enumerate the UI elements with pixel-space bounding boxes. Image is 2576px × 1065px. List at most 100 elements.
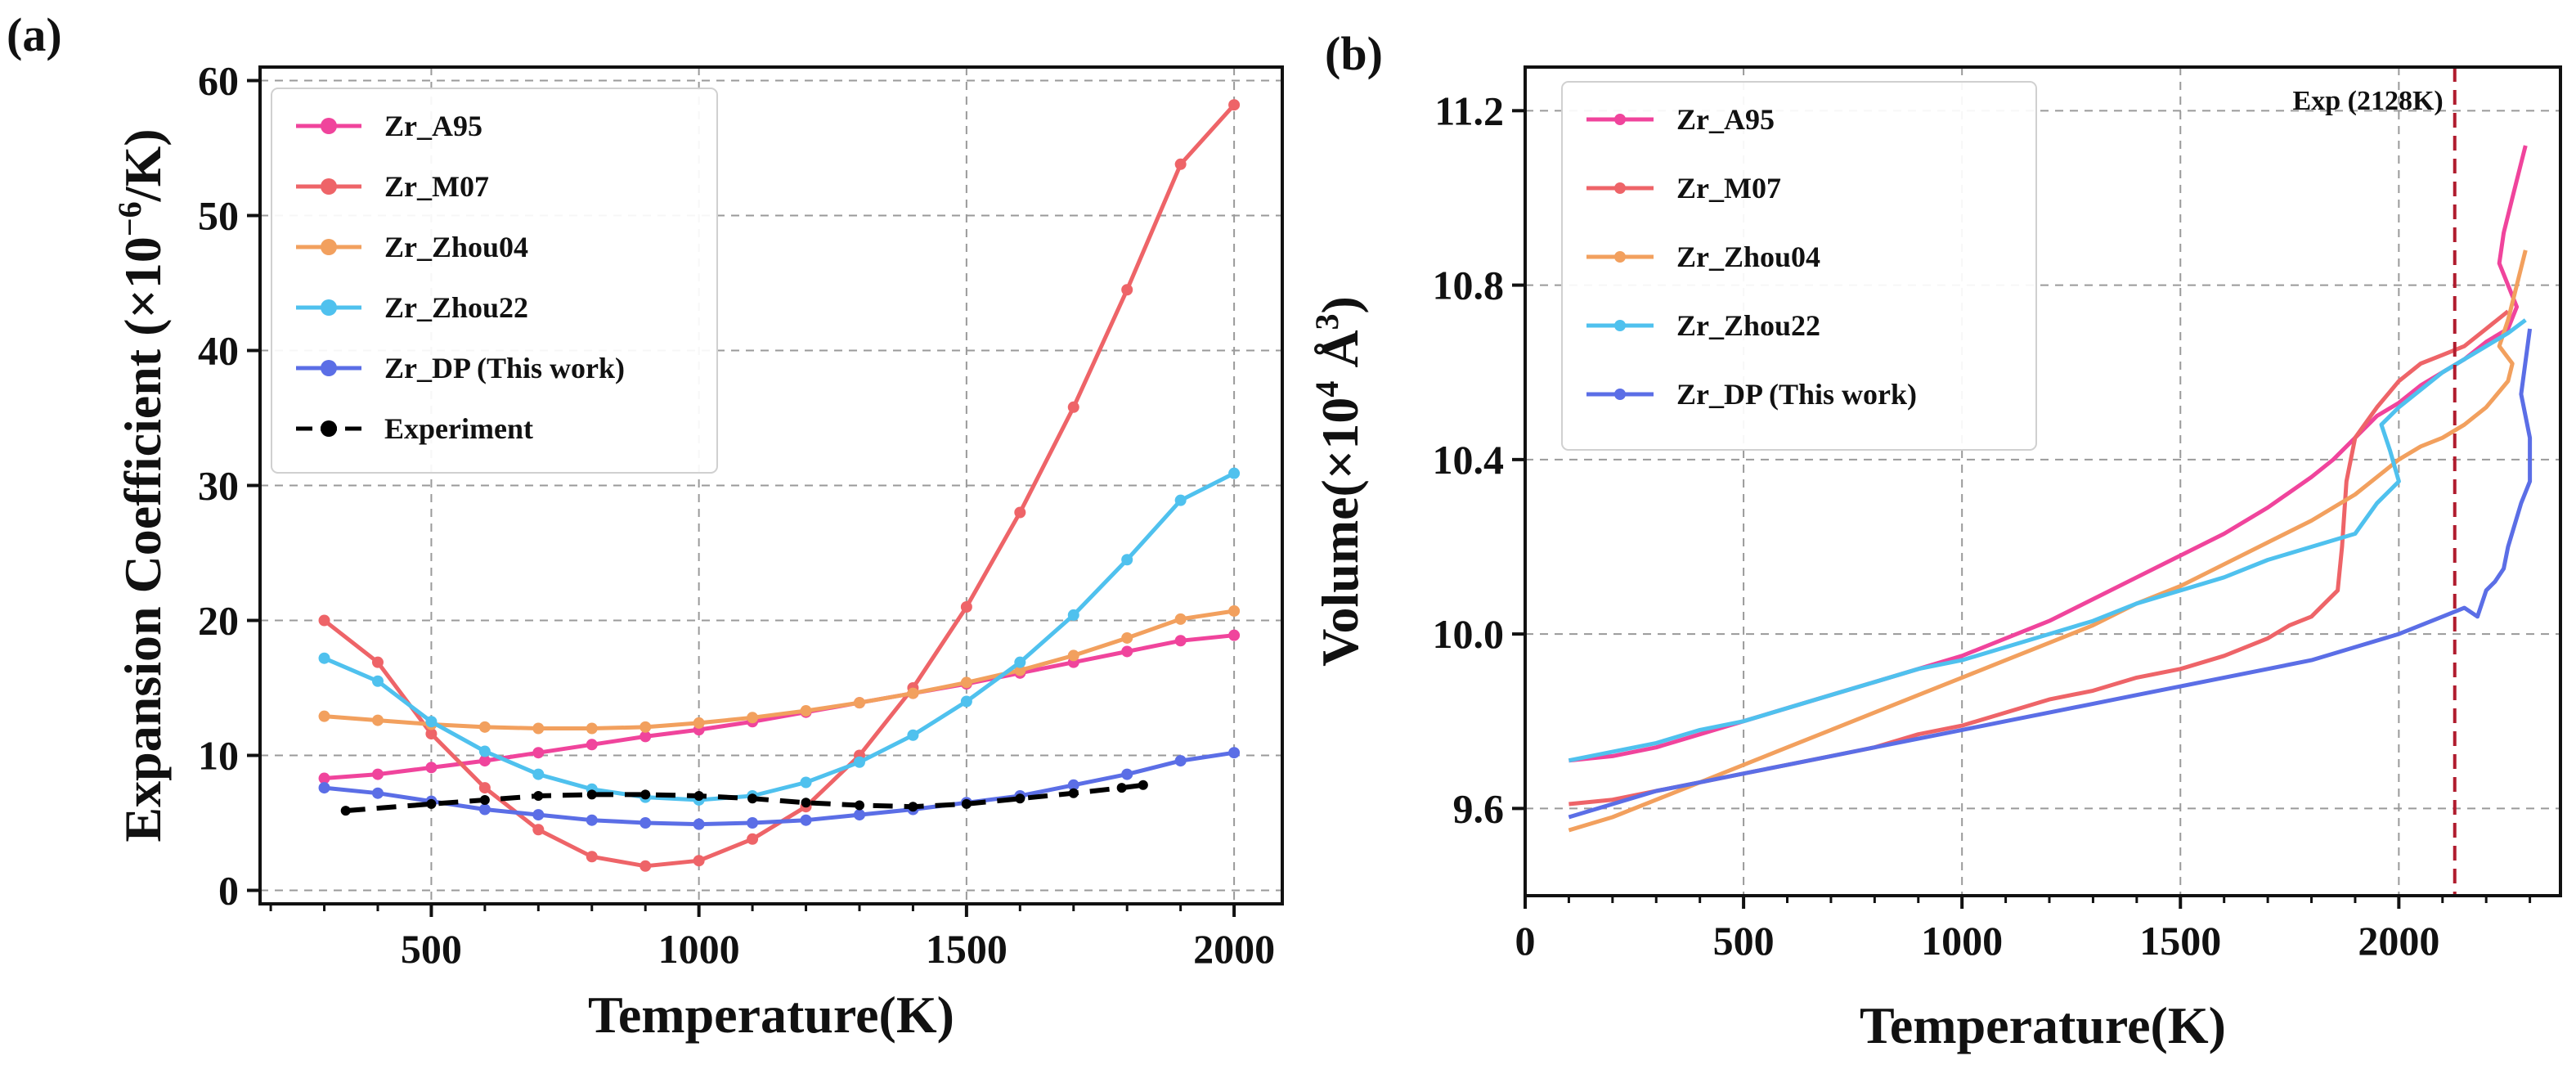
data-point-zr-zhou22	[800, 776, 812, 789]
y-tick-label: 40	[198, 328, 239, 374]
y-tick-label: 11.2	[1434, 88, 1504, 133]
data-point-experiment	[426, 798, 437, 809]
data-point-zr-m07	[640, 860, 652, 872]
x-tick-label: 2000	[1193, 926, 1275, 972]
data-point-experiment	[1068, 788, 1079, 798]
x-tick-label: 2000	[2358, 918, 2439, 964]
data-point-zr-zhou04	[318, 710, 330, 722]
x-axis-title: Temperature(K)	[1860, 996, 2226, 1054]
legend-swatch-marker	[321, 360, 337, 376]
legend-box	[1561, 81, 2037, 451]
data-point-zr-zhou22	[478, 745, 491, 757]
data-point-zr-zhou22	[532, 768, 545, 780]
y-tick-label: 20	[198, 598, 239, 644]
data-point-zr-zhou04	[1014, 664, 1026, 676]
data-point-experiment	[801, 798, 811, 808]
data-point-experiment	[586, 789, 597, 800]
data-point-zr-m07	[747, 833, 759, 845]
data-point-zr-zhou04	[1067, 649, 1079, 662]
y-tick-label: 50	[198, 193, 239, 239]
data-point-zr-m07	[1174, 158, 1187, 170]
series-line-zr-a95	[324, 633, 1235, 780]
panel-label: (b)	[1325, 27, 1383, 80]
y-tick-label: 10.4	[1433, 437, 1505, 483]
data-point-zr-dp-this-work	[800, 814, 812, 826]
y-axis-title-part: Å	[1311, 330, 1369, 380]
legend-entry: Zr_Zhou04	[1676, 240, 1820, 273]
data-point-experiment	[1015, 793, 1025, 804]
y-axis-title-part: Volume(×10	[1311, 398, 1369, 667]
y-tick-label: 30	[198, 463, 239, 509]
y-tick-label: 10.0	[1433, 611, 1505, 657]
data-point-zr-m07	[1121, 284, 1133, 296]
legend-entry: Zr_Zhou22	[384, 291, 528, 324]
data-point-zr-dp-this-work	[640, 817, 652, 829]
data-point-zr-zhou04	[371, 714, 384, 726]
data-point-zr-a95	[640, 730, 652, 743]
data-point-zr-m07	[1014, 506, 1026, 519]
data-point-zr-a95	[532, 747, 545, 759]
data-point-zr-m07	[425, 728, 438, 740]
data-point-zr-zhou04	[586, 722, 598, 735]
data-point-zr-dp-this-work	[853, 809, 865, 821]
data-point-zr-zhou04	[853, 697, 865, 709]
exp-annotation: Exp (2128K)	[2293, 86, 2444, 116]
x-tick-label: 1000	[658, 926, 740, 972]
legend-swatch-marker	[1614, 389, 1626, 400]
data-point-zr-a95	[318, 772, 330, 784]
legend-entry: Zr_A95	[384, 110, 482, 142]
panel-a: 500 1000 1500 2000 0 10 20 30 40 50 60 Temperature(…	[7, 8, 1284, 1044]
y-axis-title-superscript: −6	[111, 201, 148, 236]
y-axis-title-superscript: 3	[1308, 313, 1345, 330]
plot-area	[318, 99, 1241, 872]
legend-entry: Zr_Zhou04	[384, 231, 528, 263]
data-point-experiment	[1116, 783, 1127, 793]
data-point-zr-zhou22	[1121, 554, 1133, 566]
data-point-zr-a95	[586, 739, 598, 751]
data-point-zr-m07	[1228, 99, 1241, 111]
legend: Zr_A95 Zr_M07 Zr_Zhou04 Zr_Zhou22 Zr_DP (Thi…	[1561, 81, 2037, 451]
data-point-zr-a95	[1174, 635, 1187, 647]
data-point-zr-zhou22	[1067, 609, 1079, 621]
y-tick-label: 9.6	[1453, 785, 1505, 831]
x-tick-label: 500	[1713, 918, 1775, 964]
legend-swatch-marker	[1614, 320, 1626, 331]
axes-frame	[1524, 65, 2562, 897]
data-point-zr-dp-this-work	[478, 803, 491, 816]
series-line-experiment	[345, 782, 1144, 814]
legend-swatch-marker	[321, 239, 337, 255]
data-point-zr-m07	[478, 782, 491, 794]
data-point-zr-zhou04	[1228, 604, 1241, 617]
legend-swatch-marker	[321, 118, 337, 134]
data-point-zr-zhou04	[800, 705, 812, 717]
data-point-zr-zhou04	[1121, 631, 1133, 644]
y-axis-title-superscript: 4	[1308, 381, 1345, 398]
y-tick-label: 10	[198, 733, 239, 779]
data-point-zr-a95	[1121, 645, 1133, 658]
data-point-zr-dp-this-work	[586, 814, 598, 826]
data-point-experiment	[747, 793, 758, 804]
series-line-zr-zhou22	[1568, 318, 2527, 763]
legend-swatch-marker	[321, 420, 337, 437]
x-tick-label: 1500	[2139, 918, 2221, 964]
data-point-zr-dp-this-work	[693, 818, 705, 830]
data-point-zr-zhou22	[907, 729, 919, 741]
data-point-zr-a95	[478, 755, 491, 767]
data-point-zr-dp-this-work	[747, 817, 759, 829]
data-point-experiment	[693, 791, 704, 801]
x-tick-label: 1500	[926, 926, 1008, 972]
legend-entry: Zr_DP (This work)	[1676, 378, 1917, 411]
data-point-experiment	[479, 794, 490, 805]
data-point-zr-m07	[532, 824, 545, 836]
data-point-zr-zhou04	[960, 676, 972, 689]
legend-entry: Zr_Zhou22	[1676, 309, 1820, 342]
data-point-zr-zhou22	[1014, 656, 1026, 668]
legend-entry: Experiment	[384, 412, 533, 445]
plot-area	[1568, 145, 2533, 833]
y-axis-title: Expansion Coefficient (×10−6/K)	[111, 128, 172, 842]
data-point-experiment	[854, 800, 864, 811]
x-tick-label: 0	[1515, 918, 1536, 964]
x-tick-label: 1000	[1921, 918, 2003, 964]
legend-swatch-marker	[321, 299, 337, 316]
